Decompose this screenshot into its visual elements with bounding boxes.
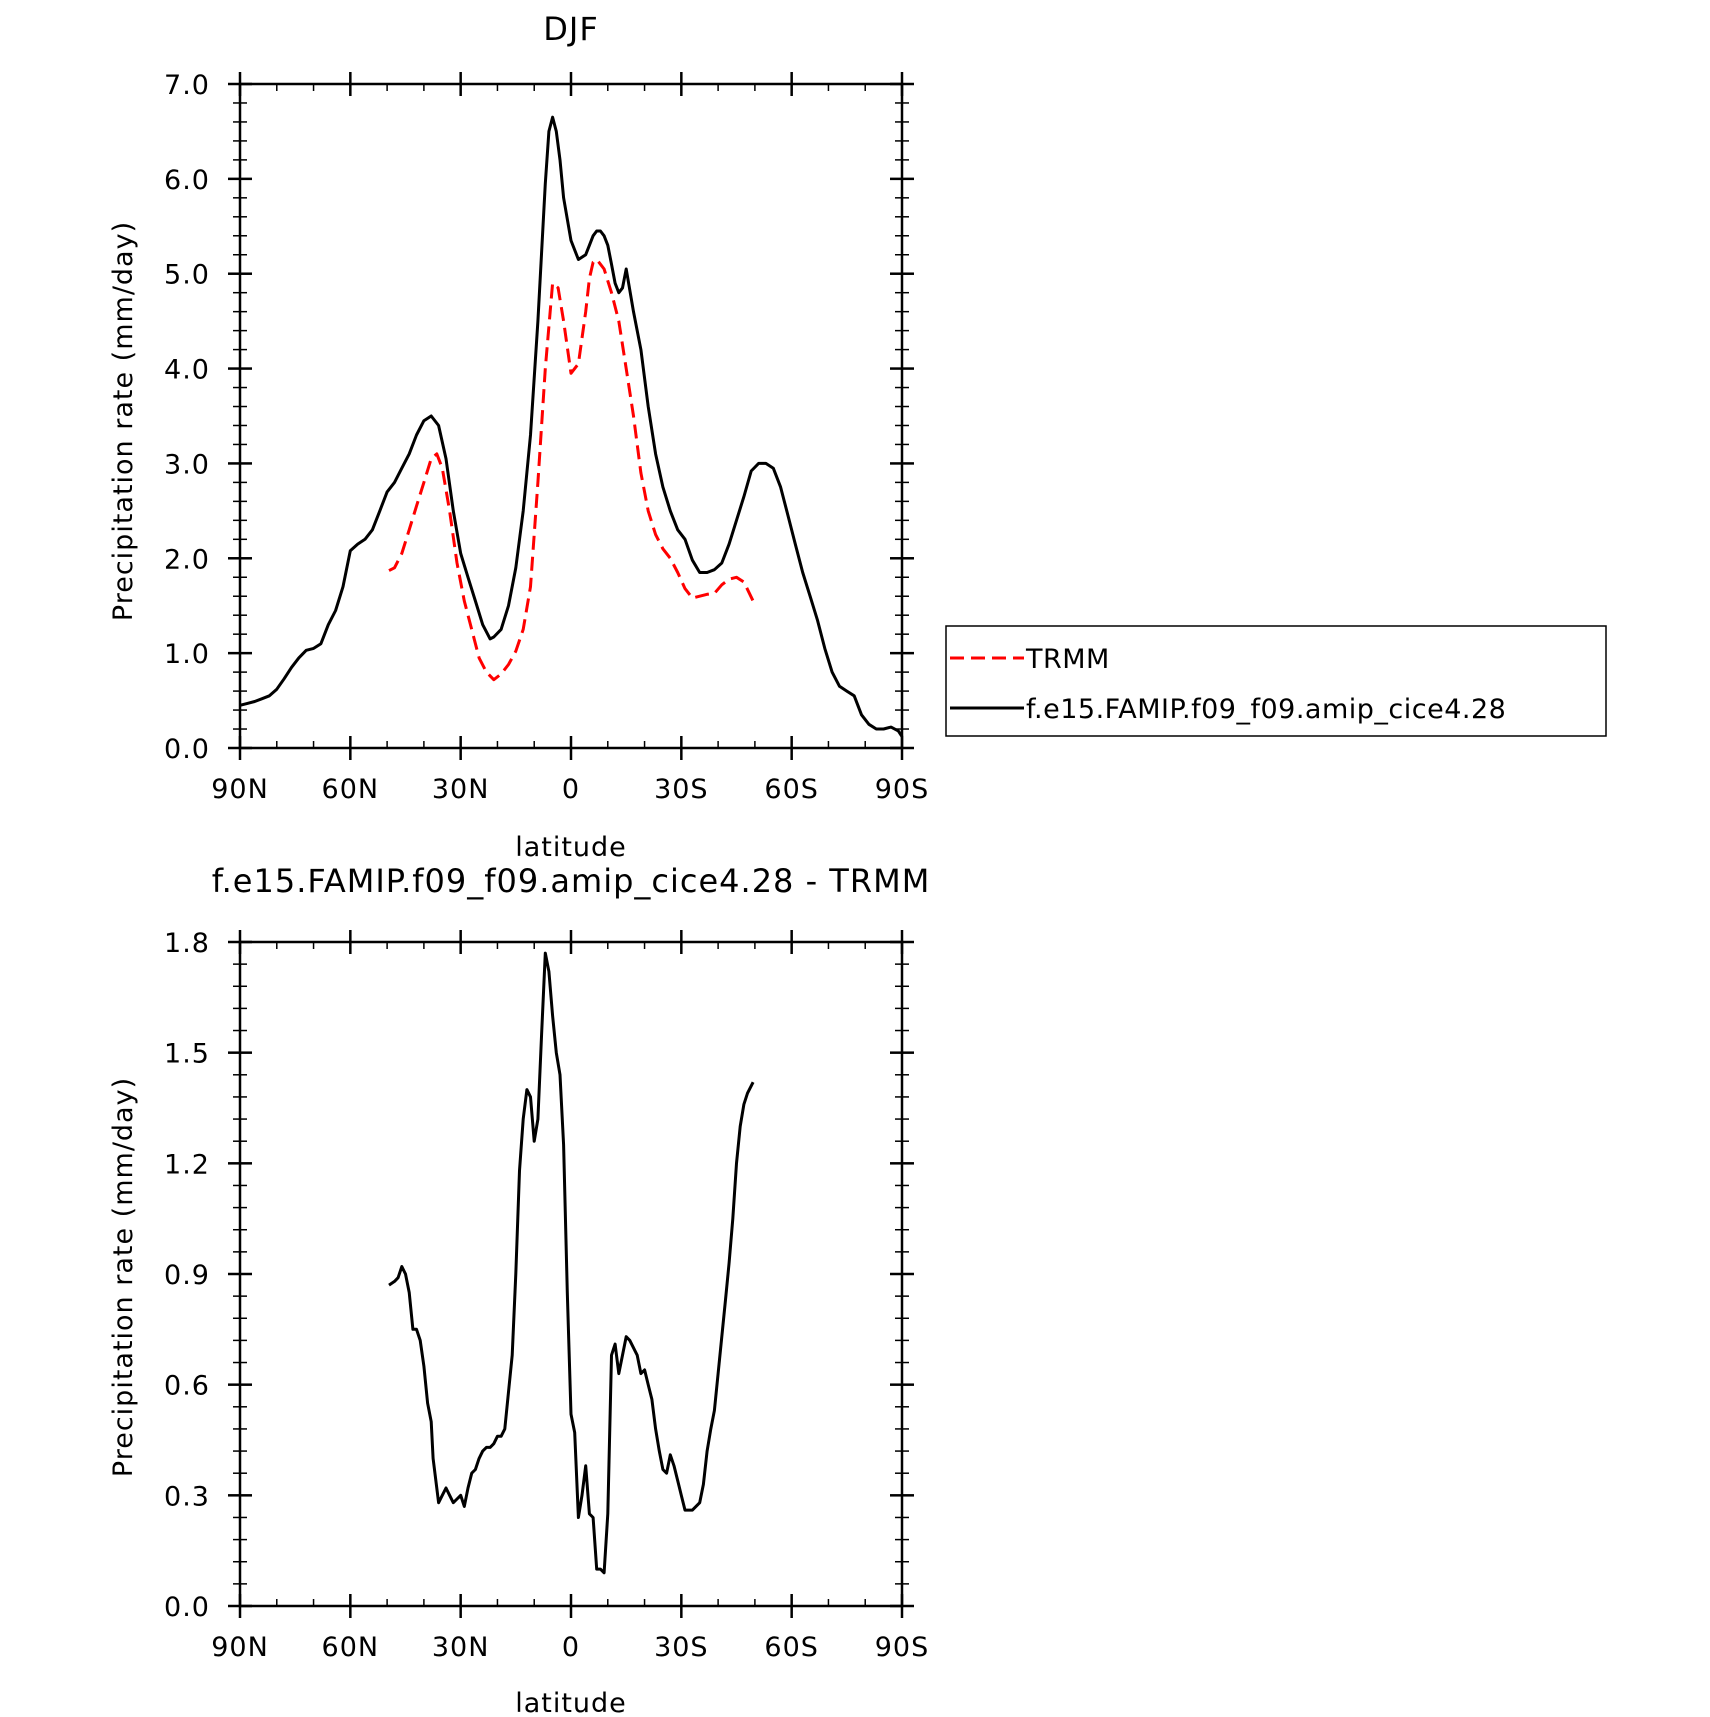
- top-axes: 90N 60N 30N 0 30S 60S 90S 0.0 1.0 2.0 3.0 4.0 5.0 6.0…: [164, 70, 930, 805]
- top-x-tick-label: 60N: [322, 774, 380, 805]
- panel-bottom-chart: f.e15.FAMIP.f09_f09.amip_cice4.28 - TRMM…: [108, 862, 931, 1717]
- bottom-chart-title: f.e15.FAMIP.f09_f09.amip_cice4.28 - TRMM: [212, 862, 931, 900]
- bottom-y-tick-label: 0.6: [164, 1371, 210, 1402]
- top-x-axis-label: latitude: [515, 832, 627, 863]
- top-x-tick-label: 0: [562, 774, 580, 805]
- bottom-x-tick-label: 30N: [432, 1632, 490, 1663]
- bottom-y-tick-label: 1.8: [164, 928, 210, 959]
- bottom-y-axis-label: Precipitation rate (mm/day): [108, 1077, 139, 1477]
- bottom-x-tick-label: 90S: [875, 1632, 930, 1663]
- top-x-tick-label: 60S: [764, 774, 819, 805]
- legend-label-trmm: TRMM: [1025, 644, 1110, 675]
- top-y-tick-label: 6.0: [164, 165, 210, 196]
- legend-label-model: f.e15.FAMIP.f09_f09.amip_cice4.28: [1026, 694, 1506, 725]
- top-x-tick-label: 90N: [211, 774, 269, 805]
- legend: TRMM f.e15.FAMIP.f09_f09.amip_cice4.28: [945, 625, 1607, 737]
- top-y-tick-label: 4.0: [164, 355, 210, 386]
- bottom-axes: 90N 60N 30N 0 30S 60S 90S 0.0 0.3 0.6 0.9 1.2 1.5 1.8: [164, 928, 930, 1663]
- bottom-x-axis-label: latitude: [515, 1688, 627, 1717]
- bottom-x-tick-label: 30S: [654, 1632, 709, 1663]
- bottom-y-tick-label: 0.3: [164, 1481, 210, 1512]
- panel-top-chart: DJF 90N 60N 30N 0 30S 60S 90S 0.0 1.0 2.0 3.0 4.0 5.…: [108, 10, 930, 863]
- top-y-tick-label: 3.0: [164, 449, 210, 480]
- top-series-line-trmm: [388, 258, 755, 682]
- bottom-y-tick-label: 1.5: [164, 1039, 210, 1070]
- top-y-tick-label: 5.0: [164, 260, 210, 291]
- bottom-series-lines: [388, 951, 755, 1575]
- bottom-x-tick-label: 0: [562, 1632, 580, 1663]
- bottom-y-tick-label: 1.2: [164, 1149, 210, 1180]
- top-y-tick-label: 1.0: [164, 639, 210, 670]
- bottom-series-line-difference: [388, 951, 755, 1575]
- top-y-tick-label: 2.0: [164, 544, 210, 575]
- bottom-x-tick-label: 60S: [764, 1632, 819, 1663]
- top-y-tick-label: 0.0: [164, 734, 210, 765]
- top-series-lines: [239, 115, 904, 738]
- bottom-x-tick-label: 60N: [322, 1632, 380, 1663]
- bottom-x-tick-label: 90N: [211, 1632, 269, 1663]
- top-y-tick-label: 7.0: [164, 70, 210, 101]
- top-y-axis-label: Precipitation rate (mm/day): [108, 221, 139, 621]
- legend-box: [945, 625, 1607, 737]
- top-x-tick-label: 30S: [654, 774, 709, 805]
- top-x-tick-label: 30N: [432, 774, 490, 805]
- top-x-tick-label: 90S: [875, 774, 930, 805]
- top-chart-title: DJF: [543, 10, 598, 48]
- bottom-y-tick-label: 0.0: [164, 1592, 210, 1623]
- bottom-y-tick-label: 0.9: [164, 1260, 210, 1291]
- top-series-line-model: [239, 115, 904, 738]
